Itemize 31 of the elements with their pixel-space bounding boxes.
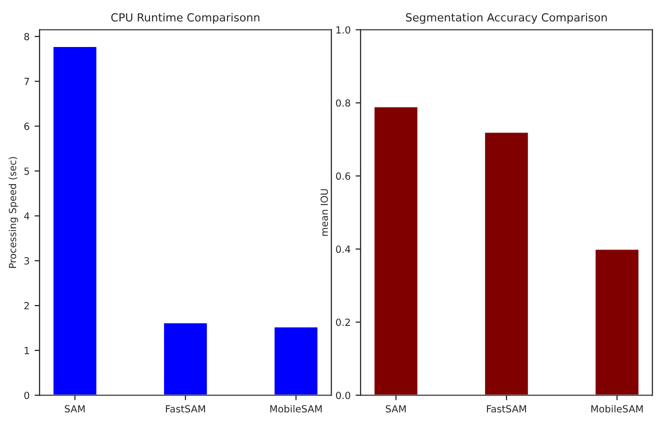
y-tick-label: 8 <box>24 32 30 40</box>
x-tick-label: SAM <box>386 405 406 412</box>
bar <box>52 46 98 396</box>
chart-title: Segmentation Accuracy Comparison <box>406 12 607 24</box>
y-tick-label: 0.2 <box>336 318 350 326</box>
y-tick-label: 0.4 <box>336 246 350 253</box>
x-tick-label: FastSAM <box>486 405 526 412</box>
y-tick-label: 1.0 <box>336 26 350 34</box>
x-tick-label: SAM <box>64 405 85 412</box>
bar <box>594 248 640 396</box>
y-tick-label: 2 <box>24 302 29 310</box>
y-axis-title: mean IOU <box>320 189 328 236</box>
y-tick-label: 0 <box>24 392 30 400</box>
y-tick-label: 1 <box>24 347 29 354</box>
y-tick-label: 0.0 <box>336 392 350 400</box>
y-tick-label: 7 <box>24 78 29 86</box>
y-tick-label: 4 <box>24 212 30 220</box>
bar <box>273 326 319 396</box>
bar <box>373 106 419 396</box>
y-tick-label: 5 <box>24 168 29 175</box>
y-tick-label: 3 <box>24 257 30 265</box>
y-tick-label: 6 <box>24 122 30 130</box>
x-tick-label: MobileSAM <box>270 404 322 412</box>
bar <box>484 131 530 396</box>
x-tick-label: MobileSAM <box>591 404 643 412</box>
bar <box>162 322 208 396</box>
y-tick-label: 0.6 <box>336 172 350 180</box>
chart-title: CPU Runtime Comparisonn <box>111 12 260 24</box>
y-tick-label: 0.8 <box>336 99 350 107</box>
y-axis-title: Processing Speed (sec) <box>8 157 18 268</box>
x-tick-label: FastSAM <box>166 405 205 412</box>
